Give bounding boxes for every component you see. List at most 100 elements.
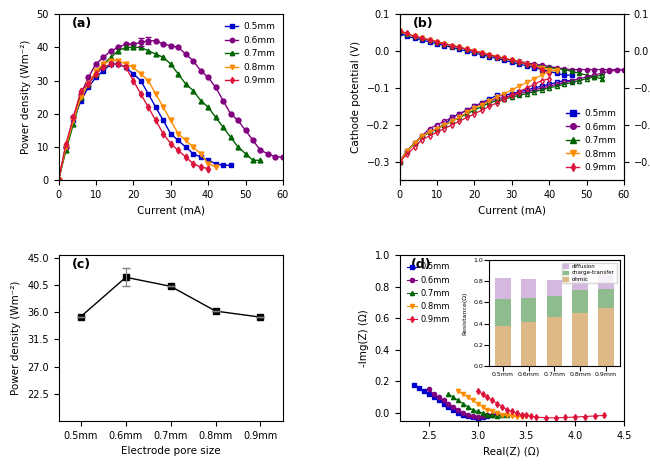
0.5mm <box>189 151 197 157</box>
0.9mm <box>84 81 92 87</box>
Legend: 0.5mm, 0.6mm, 0.7mm, 0.8mm, 0.9mm: 0.5mm, 0.6mm, 0.7mm, 0.8mm, 0.9mm <box>562 105 619 175</box>
0.6mm <box>92 61 100 67</box>
Legend: 0.5mm, 0.6mm, 0.7mm, 0.8mm, 0.9mm: 0.5mm, 0.6mm, 0.7mm, 0.8mm, 0.9mm <box>404 259 453 327</box>
0.9mm <box>107 61 115 67</box>
0.5mm <box>464 413 472 419</box>
0.6mm <box>159 41 167 47</box>
0.6mm <box>182 51 190 57</box>
0.9mm <box>601 412 608 418</box>
0.7mm <box>503 412 511 418</box>
0.9mm <box>517 412 525 418</box>
0.6mm <box>449 404 457 410</box>
0.7mm <box>493 413 501 419</box>
0.7mm <box>137 44 145 50</box>
0.5mm <box>107 61 115 67</box>
Line: 0.6mm: 0.6mm <box>56 38 285 183</box>
Line: 0.7mm: 0.7mm <box>56 45 263 183</box>
0.8mm <box>55 177 62 183</box>
0.9mm <box>474 388 482 394</box>
0.7mm <box>144 48 152 53</box>
0.8mm <box>114 58 122 63</box>
0.6mm <box>144 38 152 44</box>
0.7mm <box>182 81 190 87</box>
0.5mm <box>84 84 92 90</box>
0.7mm <box>249 158 257 163</box>
0.9mm <box>55 177 62 183</box>
0.6mm <box>167 43 175 49</box>
0.6mm <box>459 410 467 416</box>
0.5mm <box>99 68 107 73</box>
0.7mm <box>174 71 182 77</box>
0.7mm <box>478 410 486 416</box>
0.9mm <box>92 71 100 77</box>
0.7mm <box>498 412 506 418</box>
0.6mm <box>454 407 462 413</box>
0.6mm <box>478 413 486 419</box>
0.6mm <box>435 394 443 400</box>
0.6mm <box>484 412 491 418</box>
0.6mm <box>189 58 197 63</box>
0.9mm <box>70 114 77 120</box>
Text: (c): (c) <box>72 258 91 271</box>
0.7mm <box>70 121 77 127</box>
0.6mm <box>197 68 205 73</box>
Line: 0.6mm: 0.6mm <box>427 387 499 419</box>
0.7mm <box>234 144 242 150</box>
0.5mm <box>410 382 418 387</box>
0.7mm <box>92 71 100 77</box>
0.5mm <box>204 158 212 163</box>
0.7mm <box>77 95 85 100</box>
0.6mm <box>84 74 92 80</box>
0.6mm <box>227 111 235 117</box>
0.9mm <box>532 414 540 420</box>
0.8mm <box>182 138 190 143</box>
X-axis label: Electrode pore size: Electrode pore size <box>121 446 220 456</box>
0.9mm <box>508 409 515 414</box>
0.8mm <box>204 161 212 166</box>
0.7mm <box>454 398 462 403</box>
0.6mm <box>99 54 107 60</box>
0.5mm <box>430 394 437 400</box>
0.8mm <box>493 410 501 416</box>
0.9mm <box>523 412 530 418</box>
0.6mm <box>122 41 130 47</box>
0.5mm <box>454 410 462 416</box>
0.9mm <box>189 161 197 166</box>
0.6mm <box>107 48 115 53</box>
0.8mm <box>144 78 152 83</box>
0.6mm <box>129 41 137 47</box>
0.8mm <box>459 391 467 397</box>
0.6mm <box>249 138 257 143</box>
0.9mm <box>122 64 130 70</box>
0.7mm <box>152 51 160 57</box>
0.9mm <box>137 91 145 96</box>
0.8mm <box>508 413 515 419</box>
0.7mm <box>84 81 92 87</box>
0.6mm <box>62 144 70 150</box>
0.9mm <box>562 415 569 420</box>
0.8mm <box>92 68 100 73</box>
0.7mm <box>62 148 70 153</box>
0.7mm <box>197 98 205 104</box>
0.8mm <box>137 71 145 77</box>
0.8mm <box>152 91 160 96</box>
Text: (a): (a) <box>72 18 92 30</box>
0.7mm <box>227 134 235 140</box>
0.9mm <box>498 404 506 410</box>
0.7mm <box>55 177 62 183</box>
0.7mm <box>189 88 197 93</box>
0.7mm <box>484 412 491 418</box>
0.7mm <box>488 412 496 418</box>
0.5mm <box>62 144 70 150</box>
0.6mm <box>234 118 242 123</box>
Y-axis label: Cathode potential (V): Cathode potential (V) <box>351 41 361 153</box>
0.6mm <box>152 38 160 44</box>
0.8mm <box>122 61 130 67</box>
0.9mm <box>493 401 501 406</box>
0.9mm <box>204 166 212 171</box>
0.7mm <box>159 54 167 60</box>
X-axis label: Current (mA): Current (mA) <box>478 205 546 216</box>
0.9mm <box>581 414 589 420</box>
0.5mm <box>174 138 182 143</box>
0.6mm <box>257 148 265 153</box>
